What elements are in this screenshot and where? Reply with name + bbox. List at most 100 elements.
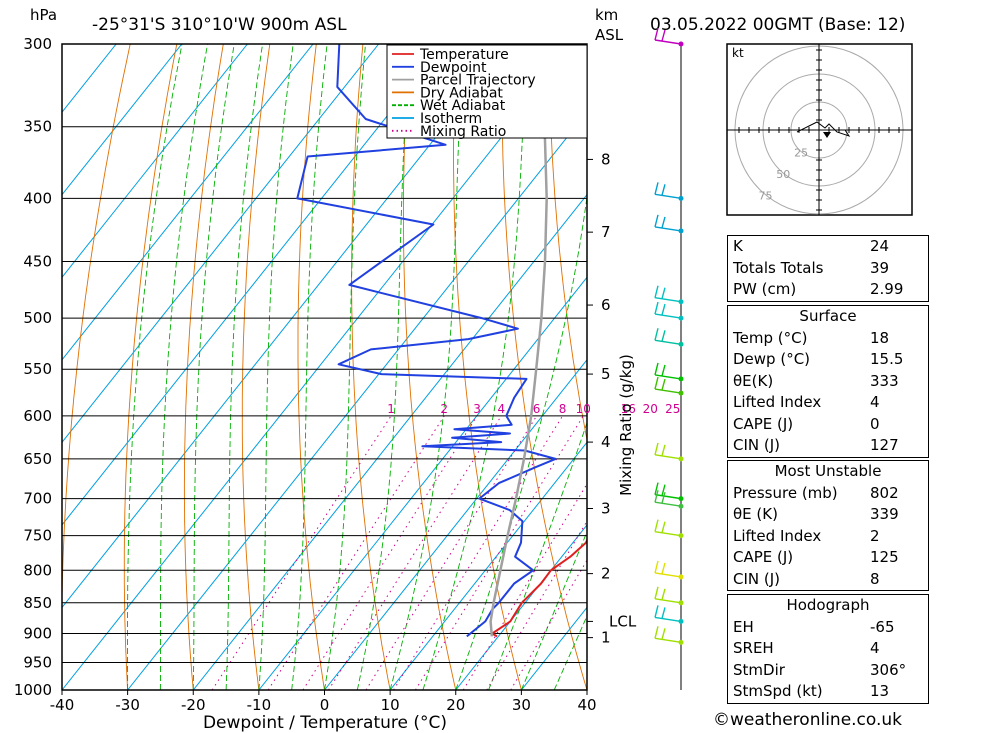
- mixing-ratio-labels: 1 2 3 4 6 8 10 16 20 25: [387, 402, 680, 416]
- pressure-tick-label: 450: [23, 253, 52, 271]
- table-row: Temp (°C) 18: [733, 328, 890, 347]
- height-tick-label: LCL: [609, 612, 637, 630]
- wind-barb: [654, 214, 682, 232]
- mixing-ratio-line: [393, 415, 564, 690]
- dry-adiabat-line: [964, 26, 1000, 690]
- wind-barb: [654, 560, 682, 578]
- wind-barb: [654, 586, 682, 604]
- mixing-ratio-label: 8: [559, 402, 567, 416]
- pressure-tick-label: 550: [23, 360, 52, 378]
- credit-link[interactable]: ©weatheronline.co.uk: [713, 710, 903, 730]
- dry-adiabat-line: [241, 44, 271, 690]
- pressure-tick-label: 700: [23, 490, 52, 508]
- wind-barb: [654, 519, 682, 537]
- temperature-line: [491, 537, 587, 638]
- most-unstable-table: Most Unstable Pressure (mb) 802 θE (K) 339…: [727, 460, 929, 591]
- mixing-ratio-line: [302, 415, 478, 690]
- wind-barbs: [654, 27, 684, 645]
- wet-adiabat-line: [225, 44, 264, 690]
- legend-entry: Parcel Trajectory: [420, 73, 536, 89]
- table-row: StmDir 306°: [733, 660, 907, 679]
- height-tick-label: 5: [601, 365, 611, 383]
- x-tick-label: -10: [247, 696, 272, 714]
- dry-adiabat-line: [548, 44, 587, 442]
- isotherm-line: [192, 193, 587, 690]
- dry-adiabat-line: [403, 44, 457, 690]
- pressure-tick-label: 500: [23, 309, 52, 327]
- legend-entry: Wet Adiabat: [420, 98, 506, 114]
- dry-adiabat-line: [453, 44, 522, 690]
- wet-adiabat-line: [324, 44, 366, 690]
- wind-barb: [654, 605, 682, 623]
- wind-barb: [654, 442, 682, 460]
- isotherm-line: [62, 44, 248, 279]
- hodograph-ring-label: 50: [776, 168, 790, 181]
- wind-barb: [654, 362, 682, 380]
- wet-adiabat-line: [291, 44, 328, 690]
- x-tick-label: -30: [115, 696, 140, 714]
- dry-adiabat-line: [62, 44, 131, 690]
- wet-adiabat-line: [127, 44, 183, 690]
- pressure-tick-label: 1000: [14, 681, 52, 699]
- pressure-tick-label: 900: [23, 624, 52, 642]
- mixing-ratio-label: 10: [576, 402, 591, 416]
- x-tick-label: 20: [446, 696, 465, 714]
- wind-barb: [654, 182, 682, 200]
- mixing-ratio-line: [510, 559, 587, 690]
- legend-entry: Mixing Ratio: [420, 124, 506, 140]
- wet-adiabat-line: [159, 44, 209, 690]
- isotherm-line: [324, 359, 587, 690]
- pressure-axis-labels: 300 350 400 450 500 550 600 650 700 750 800 850 900 9…: [14, 35, 52, 699]
- x-tick-label: 10: [381, 696, 400, 714]
- surface-table: Surface Temp (°C) 18 Dewp (°C) 15.5 θE(K) 3…: [727, 305, 929, 458]
- datetime-title: 03.05.2022 00GMT (Base: 12): [650, 15, 905, 35]
- wind-barb: [654, 285, 682, 303]
- x-tick-label: 40: [577, 696, 596, 714]
- wind-barb: [654, 376, 682, 394]
- table-row: EH -65: [733, 617, 895, 636]
- legend-entry: Dry Adiabat: [420, 85, 503, 101]
- isotherm-line: [62, 44, 117, 113]
- hodograph-unit: kt: [732, 46, 744, 60]
- mixing-ratio-label: 20: [643, 402, 658, 416]
- height-unit-asl: ASL: [595, 26, 624, 44]
- x-tick-label: 0: [320, 696, 330, 714]
- mixing-ratio-label: 1: [387, 402, 395, 416]
- wet-adiabat-line: [192, 44, 235, 690]
- mixing-ratio-label: 4: [497, 402, 505, 416]
- mixing-ratio-label: 16: [621, 402, 636, 416]
- temperature-axis-labels: -40 -30 -20 -10 0 10 20 30 40: [50, 690, 597, 714]
- table-row: SREH 4: [733, 639, 880, 657]
- wind-barb: [654, 490, 682, 507]
- wind-barb: [654, 27, 682, 45]
- dry-adiabat-line: [918, 26, 1000, 690]
- wind-barb: [654, 328, 682, 345]
- wet-adiabat-line: [356, 44, 411, 690]
- mixing-ratio-label: 6: [533, 402, 541, 416]
- isotherm-line: [62, 44, 314, 361]
- wet-adiabat-line: [258, 44, 294, 690]
- parcel-trajectory-line: [489, 44, 548, 637]
- hodograph-panel: kt 25 50 75: [726, 43, 913, 216]
- height-tick-label: 8: [601, 150, 611, 168]
- hodograph-ring-label: 25: [794, 147, 808, 160]
- x-axis-title: Dewpoint / Temperature (°C): [203, 713, 447, 733]
- isotherm-line: [62, 44, 380, 444]
- wind-barb: [654, 626, 682, 644]
- mixing-ratio-label: 3: [473, 402, 481, 416]
- pressure-tick-label: 600: [23, 407, 52, 425]
- hodograph-table: Hodograph EH -65 SREH 4 StmDir 306° StmSpd …: [727, 594, 929, 704]
- pressure-tick-label: 400: [23, 189, 52, 207]
- height-tick-label: 6: [601, 296, 611, 314]
- height-tick-label: 3: [601, 499, 611, 517]
- height-tick-label: 4: [601, 433, 611, 451]
- storm-motion-marker: [823, 132, 831, 138]
- pressure-unit-label: hPa: [30, 6, 57, 24]
- table-row: K 24: [733, 237, 890, 255]
- mixing-ratio-label: 2: [440, 402, 448, 416]
- location-title: -25°31'S 310°10'W 900m ASL: [92, 15, 347, 35]
- stability-table: K 24 Totals Totals 39 PW (cm) 2.99: [727, 235, 929, 302]
- isotherm-line: [127, 111, 587, 690]
- height-tick-label: 1: [601, 629, 611, 647]
